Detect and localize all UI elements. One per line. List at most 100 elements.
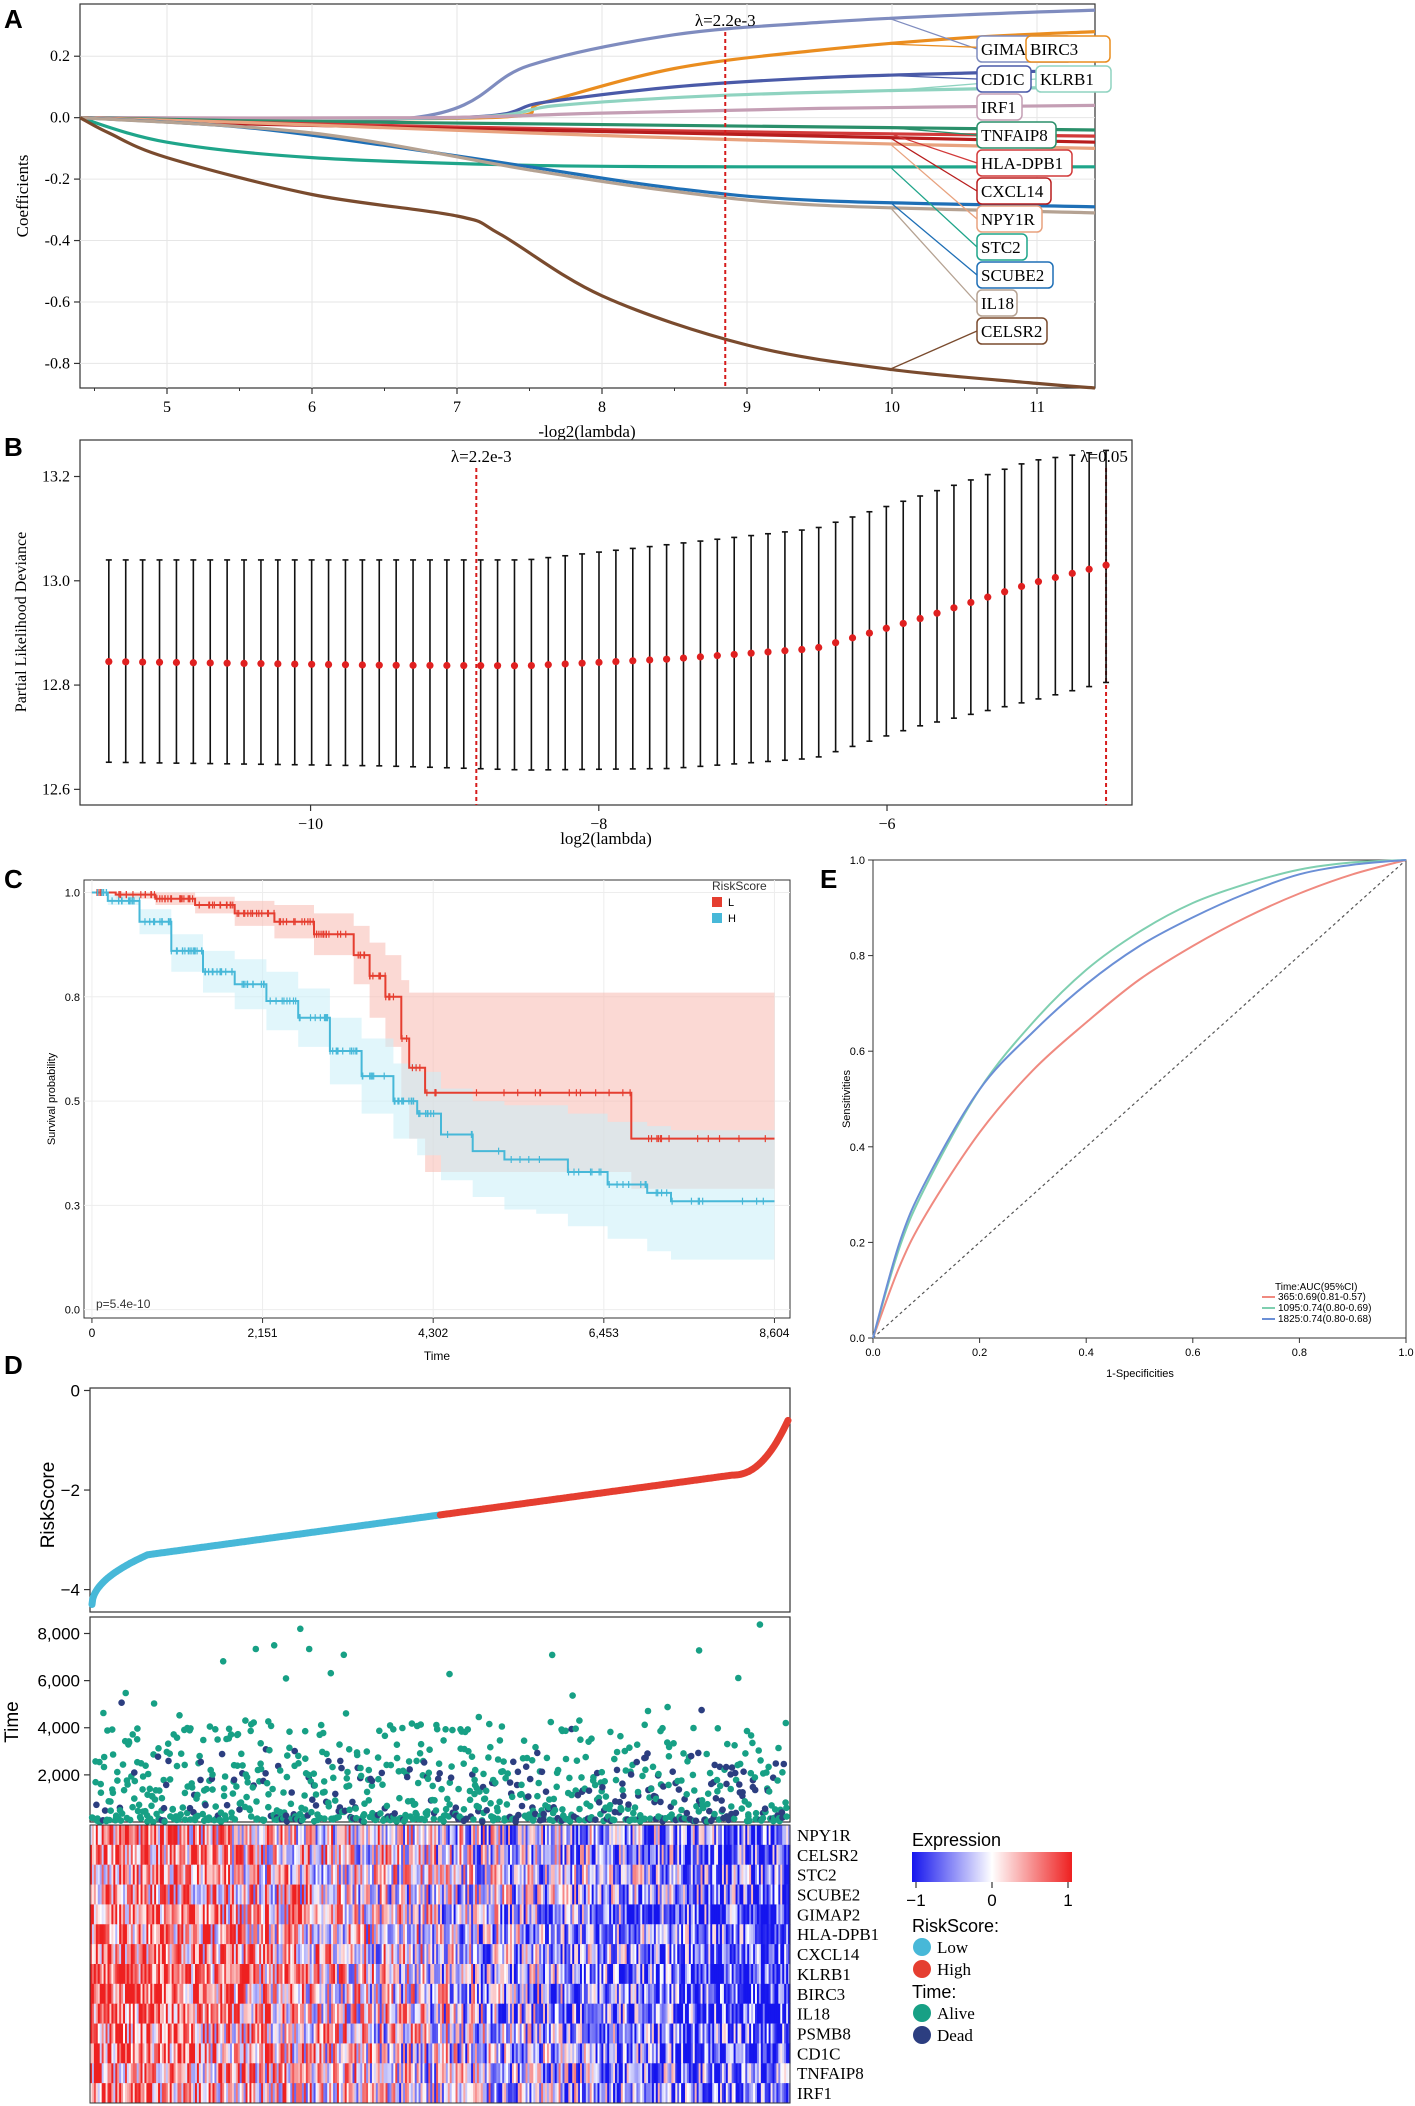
time-point-alive	[166, 1776, 174, 1783]
heatmap-cell	[123, 1983, 126, 2005]
time-point-alive	[267, 1722, 275, 1730]
heatmap-cell	[424, 1924, 427, 1945]
time-point-alive	[331, 1797, 339, 1804]
heatmap-cell	[142, 1844, 146, 1866]
heatmap-cell	[653, 1964, 657, 1985]
time-point-alive	[249, 1784, 257, 1791]
heatmap-cell	[589, 1983, 593, 2005]
heatmap-cell	[467, 1944, 470, 1965]
heatmap-cell	[321, 1825, 324, 1846]
heatmap-cell	[171, 1964, 175, 1985]
heatmap-cell	[148, 1983, 151, 2005]
heatmap-cell	[195, 1864, 198, 1885]
heatmap-cell	[247, 1844, 251, 1866]
heatmap-cell	[193, 1944, 196, 1965]
time-point-alive	[323, 1750, 330, 1758]
heatmap-cell	[700, 1864, 704, 1885]
heatmap-cell	[360, 1825, 363, 1846]
heatmap-cell	[690, 1864, 694, 1885]
heatmap-cell	[585, 1924, 589, 1945]
heatmap-cell	[266, 1964, 270, 1985]
heatmap-cell	[391, 1864, 394, 1885]
heatmap-cell	[447, 1825, 451, 1846]
heatmap-cell	[346, 1884, 350, 1905]
time-point-dead	[698, 1706, 705, 1714]
heatmap-cell	[457, 1944, 461, 1965]
heatmap-cell	[673, 1904, 676, 1925]
heatmap-cell	[772, 1864, 776, 1885]
heatmap-cell	[171, 1844, 175, 1866]
heatmap-cell	[385, 1825, 389, 1846]
heatmap-cell	[704, 1844, 707, 1866]
tick-label-x-c: 4,302	[418, 1326, 448, 1340]
heatmap-cell	[280, 1964, 284, 1985]
heatmap-cell	[158, 1864, 161, 1885]
time-point-alive	[399, 1724, 406, 1732]
heatmap-cell	[694, 1864, 698, 1885]
heatmap-cell	[484, 1924, 488, 1945]
heatmap-cell	[648, 1944, 651, 1965]
heatmap-cell	[173, 1983, 177, 2005]
heatmap-cell	[323, 1844, 326, 1866]
heatmap-cell	[513, 1983, 517, 2005]
heatmap-cell	[311, 1924, 315, 1945]
heatmap-cell	[714, 1884, 717, 1905]
heatmap-cell	[125, 1825, 128, 1846]
heatmap-cell	[609, 1924, 612, 1945]
heatmap-cell	[541, 1964, 544, 1985]
heatmap-cell	[566, 1983, 569, 2005]
heatmap-cell	[607, 1944, 610, 1965]
heatmap-cell	[90, 1983, 93, 2005]
gene-label-irf1: IRF1	[981, 98, 1016, 117]
heatmap-cell	[144, 1864, 147, 1885]
heatmap-cell	[132, 1884, 136, 1905]
time-point-alive	[181, 1816, 189, 1823]
coefficient-path-plot: 5 6 7 8 9 10 11-0.8-0.6-0.4-0.20.00.2 λ=2.2e-3…	[13, 3, 1112, 441]
time-point-dead	[338, 1764, 345, 1772]
heatmap-cell	[130, 1864, 134, 1885]
heatmap-cell	[453, 1924, 457, 1945]
heatmap-cell	[488, 1825, 492, 1846]
heatmap-cell	[202, 1964, 206, 1985]
heatmap-cell	[303, 1884, 307, 1905]
heatmap-cell	[90, 1884, 93, 1905]
heatmap-cell	[603, 1825, 606, 1846]
heatmap-cell	[115, 1904, 118, 1925]
time-point-alive	[446, 1801, 453, 1808]
heatmap-cell	[136, 1924, 140, 1945]
heatmap-cell	[723, 1904, 727, 1925]
heatmap-cell	[764, 1964, 768, 1985]
heatmap-cell	[498, 1825, 501, 1846]
heatmap-cell	[665, 1864, 669, 1885]
heatmap-cell	[237, 1924, 241, 1945]
heatmap-cell	[646, 1944, 649, 1965]
time-point-dead	[660, 1783, 667, 1790]
tick-label-x-c: 2,151	[248, 1326, 278, 1340]
heatmap-cell	[321, 1924, 324, 1945]
heatmap-cell	[117, 1844, 120, 1866]
heatmap-cell	[191, 1944, 194, 1965]
heatmap-cell	[611, 1904, 614, 1925]
heatmap-cell	[418, 1983, 422, 2005]
time-point-alive	[664, 1703, 671, 1711]
heatmap-cell	[399, 1944, 402, 1965]
heatmap-cell	[97, 1864, 101, 1885]
heatmap-cell	[426, 1904, 429, 1925]
heatmap-cell	[125, 1904, 128, 1925]
heatmap-cell	[774, 1844, 777, 1866]
heatmap-cell	[397, 1944, 400, 1965]
heatmap-cell	[498, 1924, 501, 1945]
heatmap-cell	[307, 1884, 311, 1905]
heatmap-cell	[371, 1864, 375, 1885]
heatmap-cell	[362, 1884, 365, 1905]
gene-label-il18: IL18	[981, 294, 1014, 313]
time-point-dead	[202, 1801, 209, 1809]
heatmap-cell	[405, 1864, 408, 1885]
time-point-alive	[508, 1793, 516, 1801]
heatmap-cell	[161, 1944, 165, 1965]
time-point-alive	[225, 1725, 233, 1733]
heatmap-cell	[424, 1825, 427, 1846]
heatmap-cell	[642, 1964, 645, 1985]
heatmap-cell	[138, 1944, 142, 1965]
heatmap-cell	[319, 1983, 322, 2005]
